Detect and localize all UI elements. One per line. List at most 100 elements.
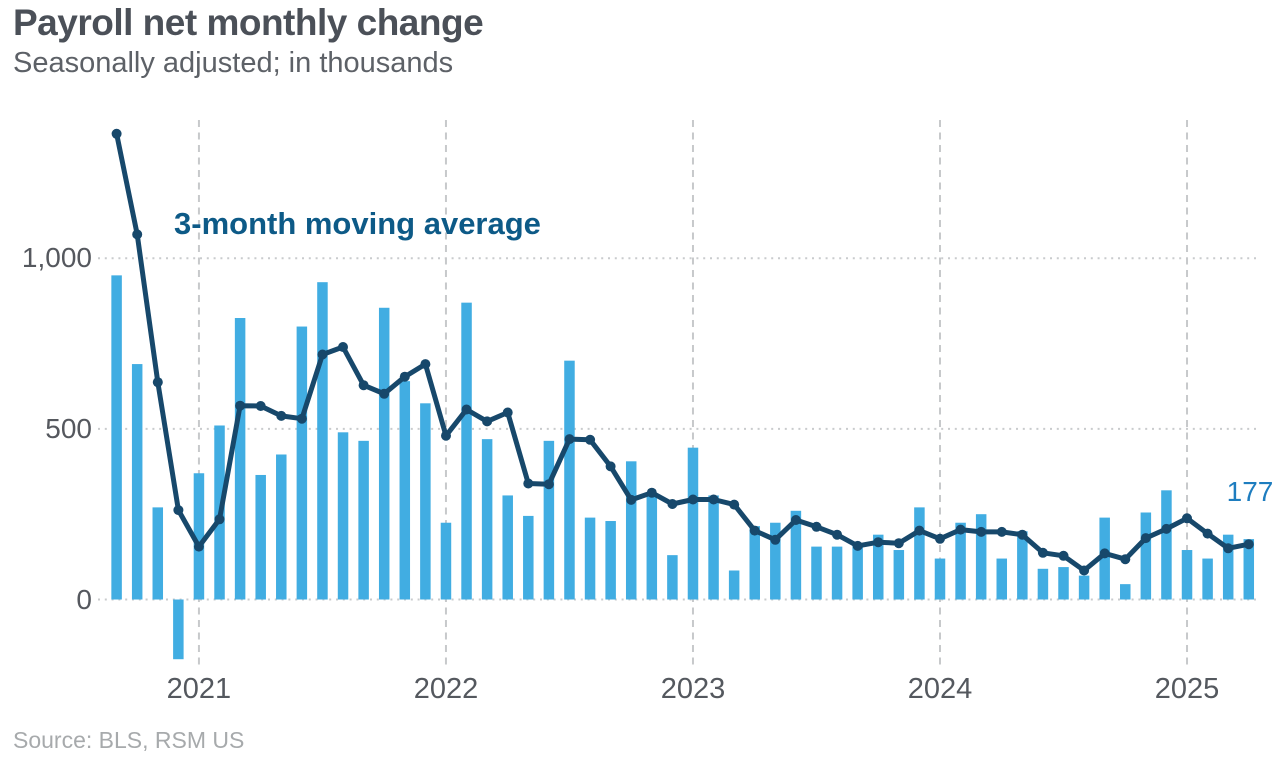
ma-point-2024-03 (976, 526, 987, 537)
bar-2023-09 (852, 544, 863, 600)
ma-point-2021-09 (358, 380, 369, 391)
bar-2022-05 (523, 515, 534, 600)
ma-point-2023-01 (688, 494, 698, 505)
ma-point-2021-05 (276, 410, 287, 421)
bar-2021-07 (317, 282, 328, 600)
bar-2023-12 (914, 507, 925, 600)
bar-2022-03 (481, 439, 493, 600)
ma-point-2023-09 (852, 540, 863, 551)
bar-2024-11 (1140, 512, 1152, 600)
bar-2020-12 (173, 599, 184, 660)
bar-2021-01 (193, 473, 205, 600)
ma-point-2021-03 (235, 400, 246, 411)
bar-2021-11 (399, 381, 411, 600)
x-axis-tick-label: 2024 (907, 673, 973, 705)
source-note: Source: BLS, RSM US (13, 727, 245, 753)
ma-point-2021-04 (255, 401, 266, 411)
bar-2024-09 (1099, 517, 1110, 600)
ma-point-2024-05 (1017, 529, 1028, 540)
ma-point-2024-11 (1140, 533, 1151, 544)
bar-2022-09 (605, 521, 616, 600)
ma-point-2024-01 (935, 533, 945, 544)
ma-point-2022-06 (543, 479, 554, 490)
bar-2025-02 (1202, 558, 1213, 600)
ma-point-2020-10 (132, 229, 143, 240)
ma-point-2021-07 (317, 349, 328, 360)
ma-point-2022-10 (626, 494, 637, 505)
ma-point-2020-12 (173, 505, 184, 516)
bar-2024-05 (1017, 531, 1028, 600)
y-axis-tick-label: 500 (45, 412, 92, 444)
bar-2023-06 (790, 510, 802, 600)
y-axis-tick-label: 0 (76, 583, 92, 615)
ma-point-2024-06 (1037, 547, 1048, 558)
chart-subtitle: Seasonally adjusted; in thousands (13, 47, 454, 79)
ma-point-2021-11 (399, 371, 410, 382)
bar-2023-07 (811, 546, 822, 600)
bar-2024-04 (996, 558, 1008, 600)
bar-2024-10 (1120, 584, 1131, 600)
bar-2021-05 (276, 454, 287, 600)
bar-2020-09 (111, 275, 122, 600)
ma-point-2024-04 (996, 526, 1007, 537)
x-axis-tick-label: 2023 (660, 673, 726, 705)
ma-point-2021-10 (379, 388, 390, 399)
last-value-label: 177 (1226, 476, 1274, 507)
ma-point-2023-02 (708, 494, 719, 505)
bar-2022-12 (667, 555, 678, 600)
ma-point-2024-09 (1099, 548, 1110, 559)
ma-point-2023-12 (914, 525, 925, 536)
ma-point-2023-04 (749, 525, 760, 536)
bar-2021-04 (255, 474, 266, 600)
bar-2023-03 (728, 570, 740, 600)
moving-average-line (111, 128, 1254, 576)
bar-2022-07 (564, 360, 575, 600)
ma-point-2022-09 (605, 461, 616, 472)
moving-average-annotation: 3-month moving average (174, 206, 541, 241)
bar-2022-06 (543, 440, 555, 600)
ma-point-2022-07 (564, 434, 575, 445)
ma-point-2023-06 (790, 515, 801, 525)
bar-2022-08 (584, 517, 596, 600)
y-axis-tick-label: 1,000 (21, 242, 92, 274)
bar-2023-11 (893, 550, 905, 600)
bar-2021-12 (420, 403, 431, 600)
bar-2024-03 (975, 514, 987, 600)
bar-2023-01 (687, 447, 699, 600)
ma-point-2022-03 (482, 416, 493, 427)
bar-2023-04 (749, 526, 760, 600)
bar-2025-03 (1222, 534, 1234, 600)
bar-2025-01 (1181, 550, 1193, 600)
bar-2022-11 (646, 495, 658, 600)
bar-2022-02 (461, 302, 472, 600)
ma-point-2025-01 (1182, 513, 1192, 524)
bar-2020-11 (152, 507, 164, 600)
x-axis-tick-label: 2021 (166, 673, 232, 705)
ma-point-2023-03 (729, 499, 740, 510)
ma-point-2024-12 (1161, 523, 1172, 534)
bar-2024-06 (1037, 568, 1049, 600)
ma-point-2022-12 (667, 499, 678, 509)
ma-point-2024-07 (1058, 550, 1069, 561)
bar-2022-04 (502, 495, 513, 600)
ma-point-2020-09 (111, 128, 122, 139)
bar-2025-04 (1243, 539, 1255, 600)
ma-point-2021-06 (296, 413, 307, 424)
bar-2023-08 (831, 546, 843, 600)
ma-point-2024-02 (955, 524, 966, 535)
ma-point-2022-04 (502, 407, 513, 418)
bar-2021-03 (234, 318, 246, 600)
bar-2021-06 (296, 326, 308, 600)
bar-2023-05 (770, 522, 781, 600)
bar-2021-08 (337, 432, 349, 600)
ma-point-2023-11 (893, 538, 904, 549)
bar-2022-10 (625, 461, 637, 600)
ma-point-2022-11 (646, 487, 657, 498)
x-axis-tick-label: 2022 (413, 673, 479, 705)
chart-title: Payroll net monthly change (13, 2, 484, 43)
bar-2024-02 (955, 522, 966, 600)
bar-2024-08 (1078, 575, 1090, 600)
ma-point-2020-11 (152, 377, 163, 388)
